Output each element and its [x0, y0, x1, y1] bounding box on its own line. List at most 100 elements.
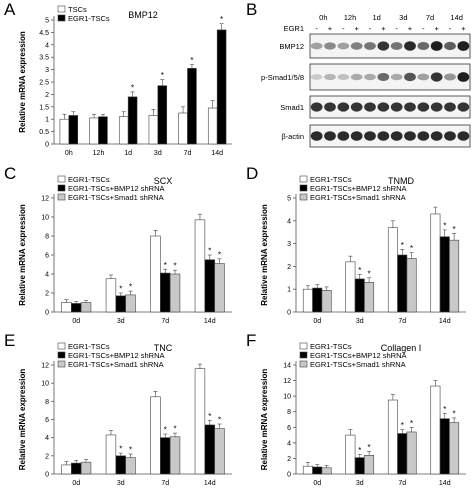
blot-row-frame — [309, 63, 471, 91]
blot-band — [377, 73, 390, 81]
y-tick-label: 3.5 — [39, 55, 49, 62]
legend-swatch — [57, 14, 66, 22]
y-tick-label: 2 — [287, 264, 291, 271]
y-tick-label: 6 — [45, 417, 49, 424]
bar-egr1-tscs-bmp12-shrna-14d — [439, 418, 450, 475]
y-tick-label: 6 — [287, 425, 291, 432]
x-tick-label: 3d — [356, 480, 364, 487]
legend-swatch — [57, 360, 66, 368]
blot-egr1-sign: - — [369, 24, 372, 33]
blot-time-label: 0h — [319, 13, 327, 22]
x-tick-label: 14d — [204, 480, 216, 487]
blot-band — [364, 102, 376, 112]
y-tick-label: 12 — [283, 378, 291, 385]
legend-swatch — [57, 5, 66, 13]
x-tick-label: 3d — [117, 480, 125, 487]
blot-band — [457, 131, 470, 141]
blot-band — [310, 42, 323, 50]
chart-panel-c: SCX Relative mRNA expression 0 2 4 6 8 10 12 0d 3d… — [18, 175, 232, 325]
blot-egr1-sign: - — [395, 24, 398, 33]
y-tick-label: 14 — [283, 363, 291, 370]
blot-band — [324, 42, 336, 50]
legend-label: EGR1-TSCs+Smad1 shRNA — [310, 193, 406, 202]
x-tick-label: 3d — [154, 150, 162, 157]
legend-swatch — [299, 175, 308, 183]
blot-band — [417, 73, 430, 81]
x-tick-label: 7d — [398, 318, 406, 325]
blot-row-frame — [309, 95, 471, 119]
y-tick-label: 2 — [45, 92, 49, 99]
bar-egr1-tscs-7d — [387, 399, 398, 475]
blot-band — [377, 131, 390, 141]
bar-egr1-tscs-bmp12-shrna-3d — [354, 457, 365, 475]
y-tick-label: 10 — [41, 381, 49, 388]
significance-marker: * — [220, 15, 223, 24]
significance-marker: * — [410, 419, 413, 428]
y-tick-label: 0.5 — [39, 129, 49, 136]
blot-row-label: Smad1 — [280, 103, 304, 112]
y-tick-label: 2 — [45, 291, 49, 298]
x-tick-label: 0d — [72, 318, 80, 325]
blot-band — [457, 102, 470, 112]
blot-band — [324, 131, 336, 141]
significance-marker: * — [190, 56, 193, 65]
blot-band — [430, 131, 443, 141]
y-tick-label: 1 — [45, 117, 49, 124]
significance-marker: * — [453, 409, 456, 418]
significance-marker: * — [161, 71, 164, 80]
blot-band — [364, 131, 376, 141]
significance-marker: * — [119, 285, 122, 294]
chart-title-d: TNMD — [388, 176, 414, 186]
blot-band — [430, 41, 443, 51]
blot-band — [430, 72, 443, 82]
y-tick-label: 4 — [45, 42, 49, 49]
blot-time-label: 3d — [399, 13, 407, 22]
blot-egr1-sign: + — [461, 24, 466, 33]
legend-label: EGR1-TSCs — [68, 175, 110, 184]
blot-band — [457, 72, 470, 82]
bar-egr1-tscs-bmp12-shrna-7d — [397, 433, 408, 475]
bar-egr1-tscs-3d — [345, 434, 356, 475]
y-axis-label: Relative mRNA expression — [18, 369, 27, 471]
x-tick-label: 7d — [161, 480, 169, 487]
x-tick-label: 14d — [439, 480, 451, 487]
legend-label: EGR1-TSCs — [310, 175, 352, 184]
blot-egr1-label: EGR1 — [284, 24, 304, 33]
x-tick-label: 14d — [211, 150, 223, 157]
y-tick-label: 5 — [287, 196, 291, 203]
blot-band — [337, 131, 350, 141]
panel-letter-b: B — [246, 0, 258, 19]
blot-band — [310, 74, 323, 80]
blot-band — [417, 131, 430, 141]
significance-marker: * — [129, 283, 132, 292]
y-tick-label: 4 — [45, 272, 49, 279]
legend-swatch — [57, 175, 66, 183]
blot-egr1-sign: + — [434, 24, 439, 33]
y-tick-label: 5 — [45, 18, 49, 25]
significance-marker: * — [443, 221, 446, 230]
blot-band — [390, 42, 403, 50]
significance-marker: * — [358, 446, 361, 455]
significance-marker: * — [131, 83, 134, 92]
blot-time-label: 12h — [344, 13, 357, 22]
y-tick-label: 4 — [287, 218, 291, 225]
blot-band — [390, 131, 403, 141]
blot-band — [417, 42, 430, 50]
blot-band — [444, 102, 456, 112]
chart-title-a: BMP12 — [128, 10, 158, 20]
y-tick-label: 3 — [287, 241, 291, 248]
legend-label: EGR1-TSCs+BMP12 shRNA — [310, 184, 407, 193]
blot-band — [377, 41, 390, 51]
blot-band — [390, 102, 403, 112]
blot-band — [337, 42, 350, 50]
legend-label: EGR1-TSCs+BMP12 shRNA — [310, 351, 407, 360]
significance-marker: * — [368, 443, 371, 452]
y-axis-label: Relative mRNA expression — [260, 369, 269, 471]
y-tick-label: 1.5 — [39, 104, 49, 111]
legend-label: EGR1-TSCs+Smad1 shRNA — [68, 193, 164, 202]
significance-marker: * — [208, 412, 211, 421]
x-tick-label: 7d — [398, 480, 406, 487]
blot-band — [417, 102, 430, 112]
